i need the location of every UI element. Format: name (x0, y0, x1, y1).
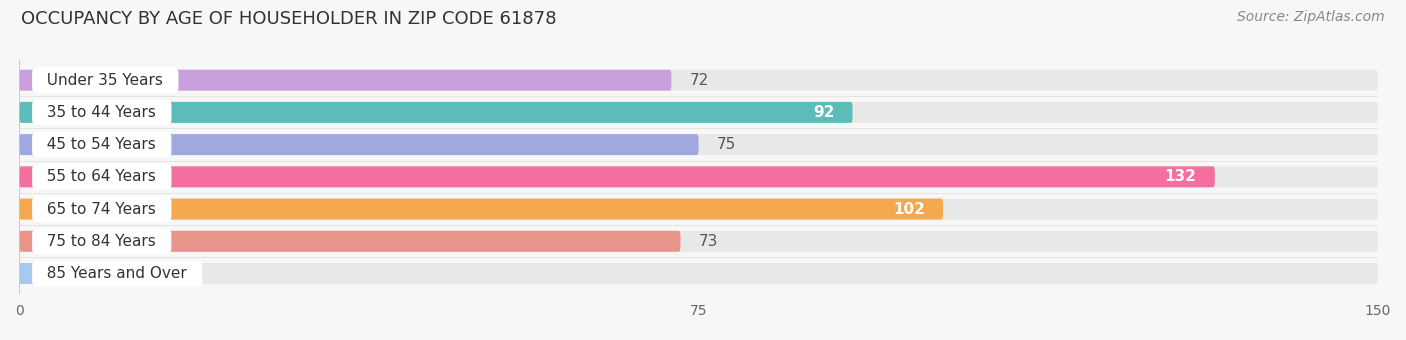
Text: 132: 132 (1164, 169, 1197, 184)
Text: 55 to 64 Years: 55 to 64 Years (38, 169, 166, 184)
Text: 65 to 74 Years: 65 to 74 Years (38, 202, 166, 217)
FancyBboxPatch shape (20, 102, 852, 123)
Text: 75: 75 (717, 137, 735, 152)
FancyBboxPatch shape (20, 166, 1378, 187)
FancyBboxPatch shape (20, 134, 699, 155)
FancyBboxPatch shape (20, 263, 110, 284)
Text: 85 Years and Over: 85 Years and Over (38, 266, 197, 281)
FancyBboxPatch shape (20, 102, 1378, 123)
FancyBboxPatch shape (20, 166, 1215, 187)
FancyBboxPatch shape (20, 263, 1378, 284)
Text: 10: 10 (128, 266, 148, 281)
Text: 45 to 54 Years: 45 to 54 Years (38, 137, 166, 152)
Text: 102: 102 (893, 202, 925, 217)
FancyBboxPatch shape (20, 231, 681, 252)
FancyBboxPatch shape (20, 70, 672, 91)
Text: OCCUPANCY BY AGE OF HOUSEHOLDER IN ZIP CODE 61878: OCCUPANCY BY AGE OF HOUSEHOLDER IN ZIP C… (21, 10, 557, 28)
FancyBboxPatch shape (20, 231, 1378, 252)
FancyBboxPatch shape (20, 70, 1378, 91)
Text: 72: 72 (689, 73, 709, 88)
Text: 35 to 44 Years: 35 to 44 Years (38, 105, 166, 120)
FancyBboxPatch shape (20, 199, 943, 220)
Text: Source: ZipAtlas.com: Source: ZipAtlas.com (1237, 10, 1385, 24)
Text: 92: 92 (813, 105, 834, 120)
FancyBboxPatch shape (20, 134, 1378, 155)
FancyBboxPatch shape (20, 199, 1378, 220)
Text: Under 35 Years: Under 35 Years (38, 73, 173, 88)
Text: 73: 73 (699, 234, 718, 249)
Text: 75 to 84 Years: 75 to 84 Years (38, 234, 166, 249)
